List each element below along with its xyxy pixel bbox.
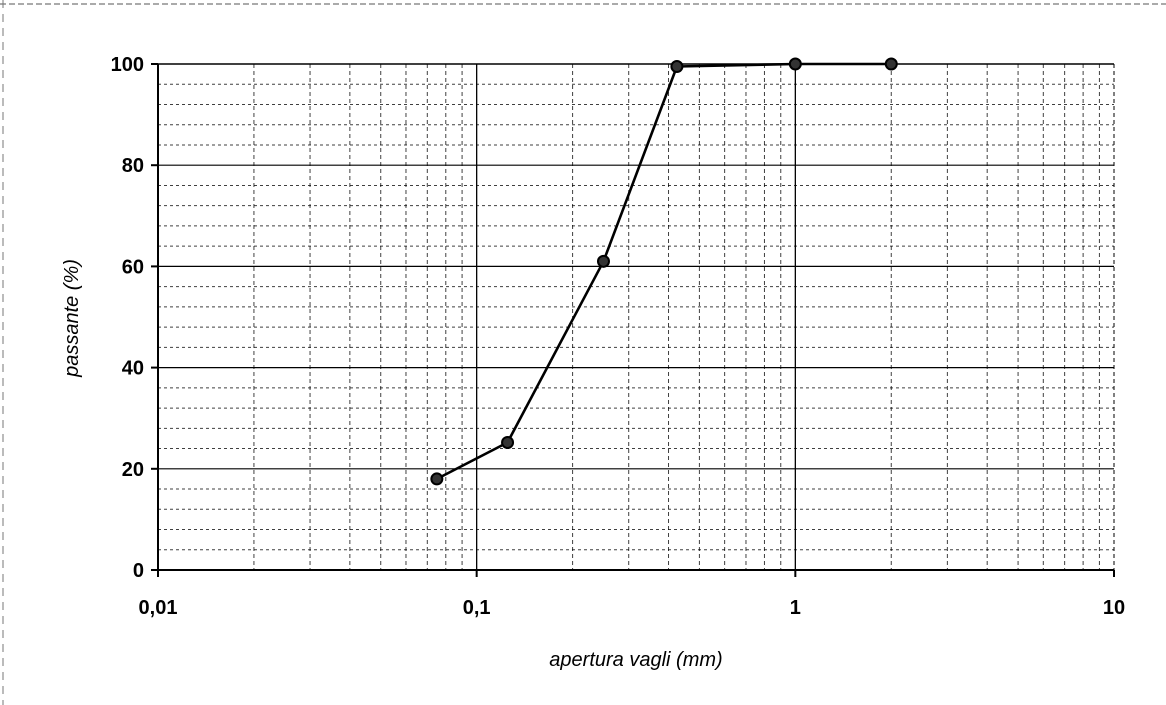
- data-point: [670, 60, 684, 74]
- y-tick-label: 80: [122, 155, 144, 177]
- data-point: [430, 472, 444, 486]
- y-tick-label: 100: [111, 54, 144, 76]
- data-point: [596, 254, 610, 268]
- grid: [158, 64, 1114, 570]
- tick-labels: 0 20 40 60 80 100 0,01 0,1 1 10: [111, 54, 1126, 619]
- x-axis-title: apertura vagli (mm): [549, 649, 722, 671]
- y-tick-label: 20: [122, 459, 144, 481]
- x-tick-label: 0,01: [139, 597, 178, 619]
- data-point: [501, 435, 515, 449]
- data-point: [788, 57, 802, 71]
- series-layer: [430, 57, 898, 486]
- y-tick-label: 60: [122, 256, 144, 278]
- y-tick-label: 0: [133, 560, 144, 582]
- x-tick-label: 1: [790, 597, 801, 619]
- series-line: [436, 62, 892, 481]
- y-tick-label: 40: [122, 358, 144, 380]
- x-tick-label: 10: [1103, 597, 1125, 619]
- y-axis-title: passante (%): [61, 259, 83, 378]
- axes: [151, 63, 1115, 577]
- data-point: [884, 57, 898, 71]
- x-tick-label: 0,1: [463, 597, 491, 619]
